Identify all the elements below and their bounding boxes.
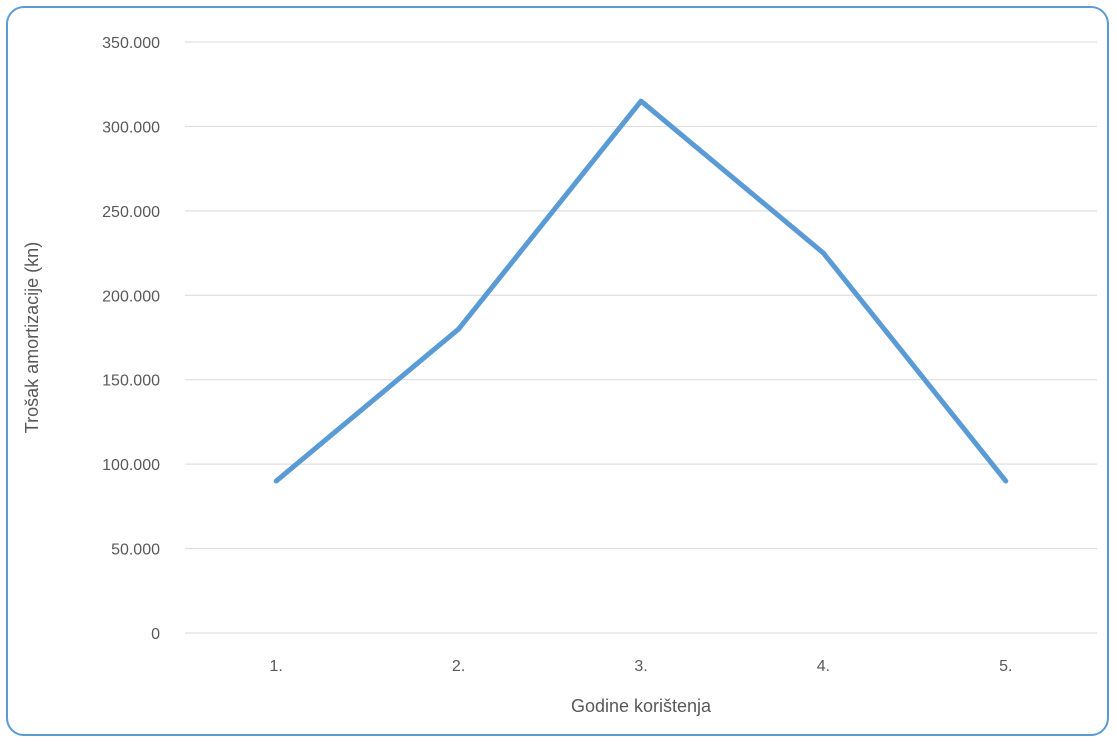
y-tick-label: 50.000 bbox=[111, 542, 160, 559]
y-tick-label: 150.000 bbox=[102, 373, 160, 390]
x-tick-label: 4. bbox=[817, 658, 830, 675]
y-tick-label: 300.000 bbox=[102, 119, 160, 136]
x-tick-label: 5. bbox=[999, 658, 1012, 675]
gridlines bbox=[185, 41, 1097, 634]
x-tick-label: 3. bbox=[634, 658, 647, 675]
y-axis-title: Trošak amortizacije (kn) bbox=[22, 242, 42, 433]
y-tick-labels: 0 50.000 100.000 150.000 200.000 250.000 300.0… bbox=[102, 35, 160, 643]
x-tick-label: 1. bbox=[270, 658, 283, 675]
y-tick-label: 200.000 bbox=[102, 288, 160, 305]
x-axis-title: Godine korištenja bbox=[571, 696, 712, 716]
series-line bbox=[273, 98, 1009, 484]
chart-frame bbox=[6, 6, 1109, 736]
x-tick-label: 2. bbox=[452, 658, 465, 675]
series-layer bbox=[273, 98, 1009, 484]
y-tick-label: 0 bbox=[151, 626, 160, 643]
y-tick-label: 100.000 bbox=[102, 457, 160, 474]
y-tick-label: 250.000 bbox=[102, 204, 160, 221]
x-tick-labels: 1. 2. 3. 4. 5. bbox=[270, 658, 1013, 675]
y-tick-label: 350.000 bbox=[102, 35, 160, 52]
